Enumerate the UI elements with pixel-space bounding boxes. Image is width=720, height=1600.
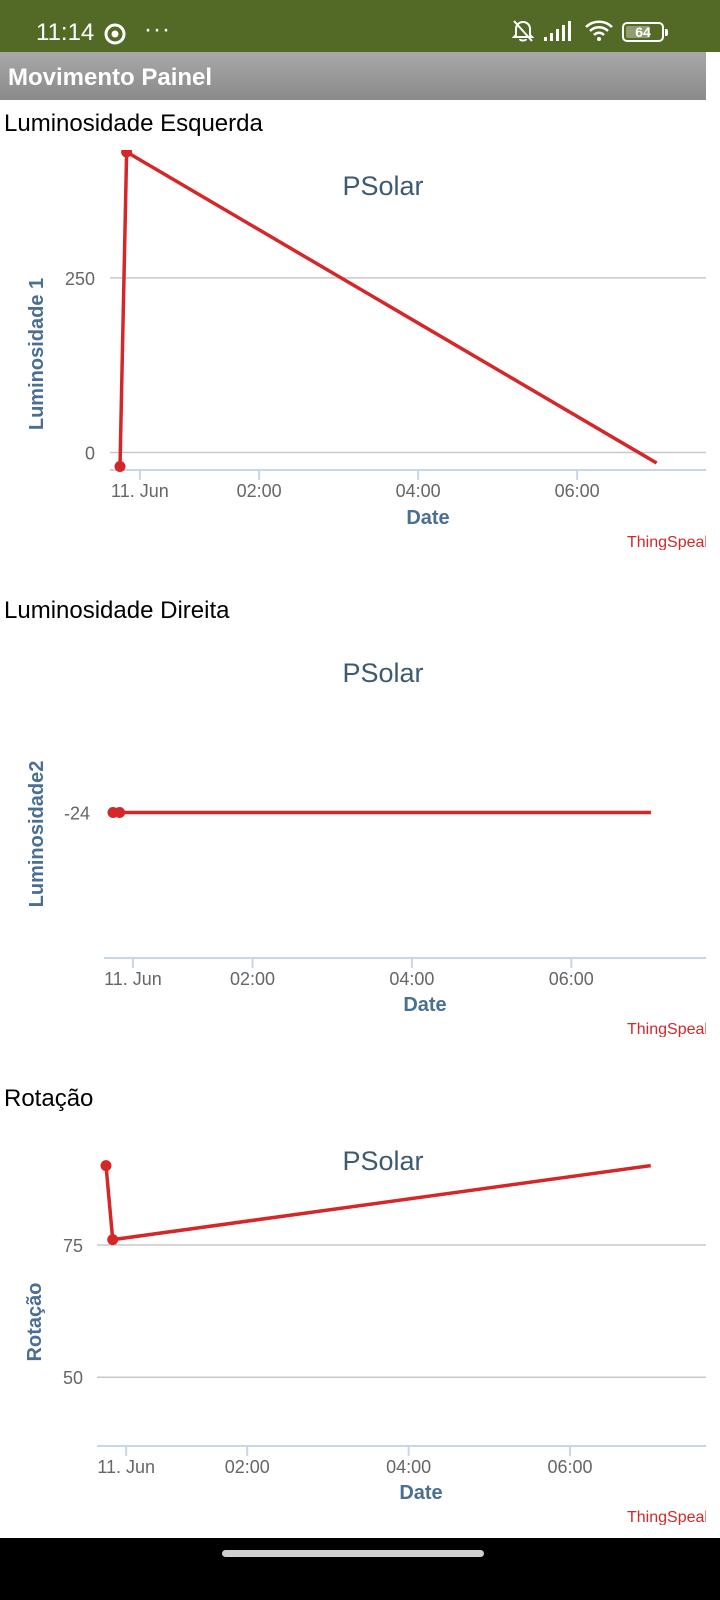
chart-luminosidade-direita: PSolar -24 11. Jun 02:00 04:00 06:00 Lumino…	[26, 658, 706, 1037]
battery-level: 64	[635, 24, 651, 40]
data-point	[121, 150, 133, 158]
x-tick-label: 06:00	[555, 481, 600, 501]
data-point	[114, 807, 126, 818]
more-icon: ···	[144, 16, 171, 43]
record-icon	[104, 23, 126, 45]
series-line	[104, 1163, 651, 1242]
battery-icon: 64	[622, 22, 668, 42]
section-title-rotacao: Rotação	[4, 1085, 94, 1112]
data-point	[100, 1160, 112, 1172]
chart-luminosidade-esquerda: PSolar 0 250 11. Jun 02:00 04:00 06:00 Lumin…	[26, 150, 706, 550]
app-bar: Movimento Painel	[0, 52, 706, 100]
home-gesture-handle[interactable]	[222, 1550, 484, 1557]
app-title: Movimento Painel	[8, 64, 213, 91]
y-tick-label: 50	[63, 1368, 83, 1388]
x-tick-label: 02:00	[230, 969, 275, 989]
y-tick-label: 250	[65, 269, 95, 289]
status-icons: 64	[510, 17, 668, 48]
status-bar: 11:14 ···	[0, 0, 720, 52]
x-tick-label: 02:00	[225, 1457, 270, 1477]
y-tick-label: 75	[63, 1236, 83, 1256]
section-title-luminosidade-direita: Luminosidade Direita	[4, 597, 230, 624]
chart-rotacao: PSolar 50 75 11. Jun 02:00 04:00 06:00 Rotaç…	[24, 1146, 706, 1525]
y-axis-label: Luminosidade 1	[26, 278, 48, 430]
x-axis-label: Date	[399, 1482, 442, 1504]
y-axis-label: Luminosidade2	[26, 761, 48, 908]
x-tick-label: 11. Jun	[104, 969, 162, 989]
signal-icon	[544, 18, 576, 47]
data-point	[114, 461, 126, 473]
y-tick-label: -24	[64, 804, 90, 824]
x-tick-label: 11. Jun	[97, 1457, 155, 1477]
y-tick-label: 0	[85, 444, 95, 464]
status-time: 11:14	[36, 19, 95, 46]
chart-title: PSolar	[342, 658, 423, 688]
chart-credits-link[interactable]: ThingSpeak	[627, 534, 706, 550]
chart-credits-link[interactable]: ThingSpeak	[627, 1021, 706, 1037]
x-tick-label: 11. Jun	[111, 481, 169, 501]
x-tick-label: 04:00	[396, 481, 441, 501]
x-tick-label: 04:00	[389, 969, 434, 989]
x-tick-label: 06:00	[548, 1457, 593, 1477]
bell-off-icon	[510, 17, 536, 48]
chart-title: PSolar	[342, 1146, 423, 1176]
y-axis-label: Rotação	[24, 1283, 46, 1362]
navigation-bar	[0, 1538, 720, 1600]
x-axis-label: Date	[403, 994, 446, 1016]
x-axis-label: Date	[406, 507, 449, 529]
chart-title: PSolar	[342, 171, 423, 201]
x-tick-label: 06:00	[549, 969, 594, 989]
wifi-icon	[584, 18, 614, 47]
section-title-luminosidade-esquerda: Luminosidade Esquerda	[4, 110, 263, 137]
x-tick-label: 04:00	[386, 1457, 431, 1477]
data-point	[107, 1234, 119, 1246]
chart-credits-link[interactable]: ThingSpeak	[627, 1509, 706, 1525]
x-tick-label: 02:00	[237, 481, 282, 501]
